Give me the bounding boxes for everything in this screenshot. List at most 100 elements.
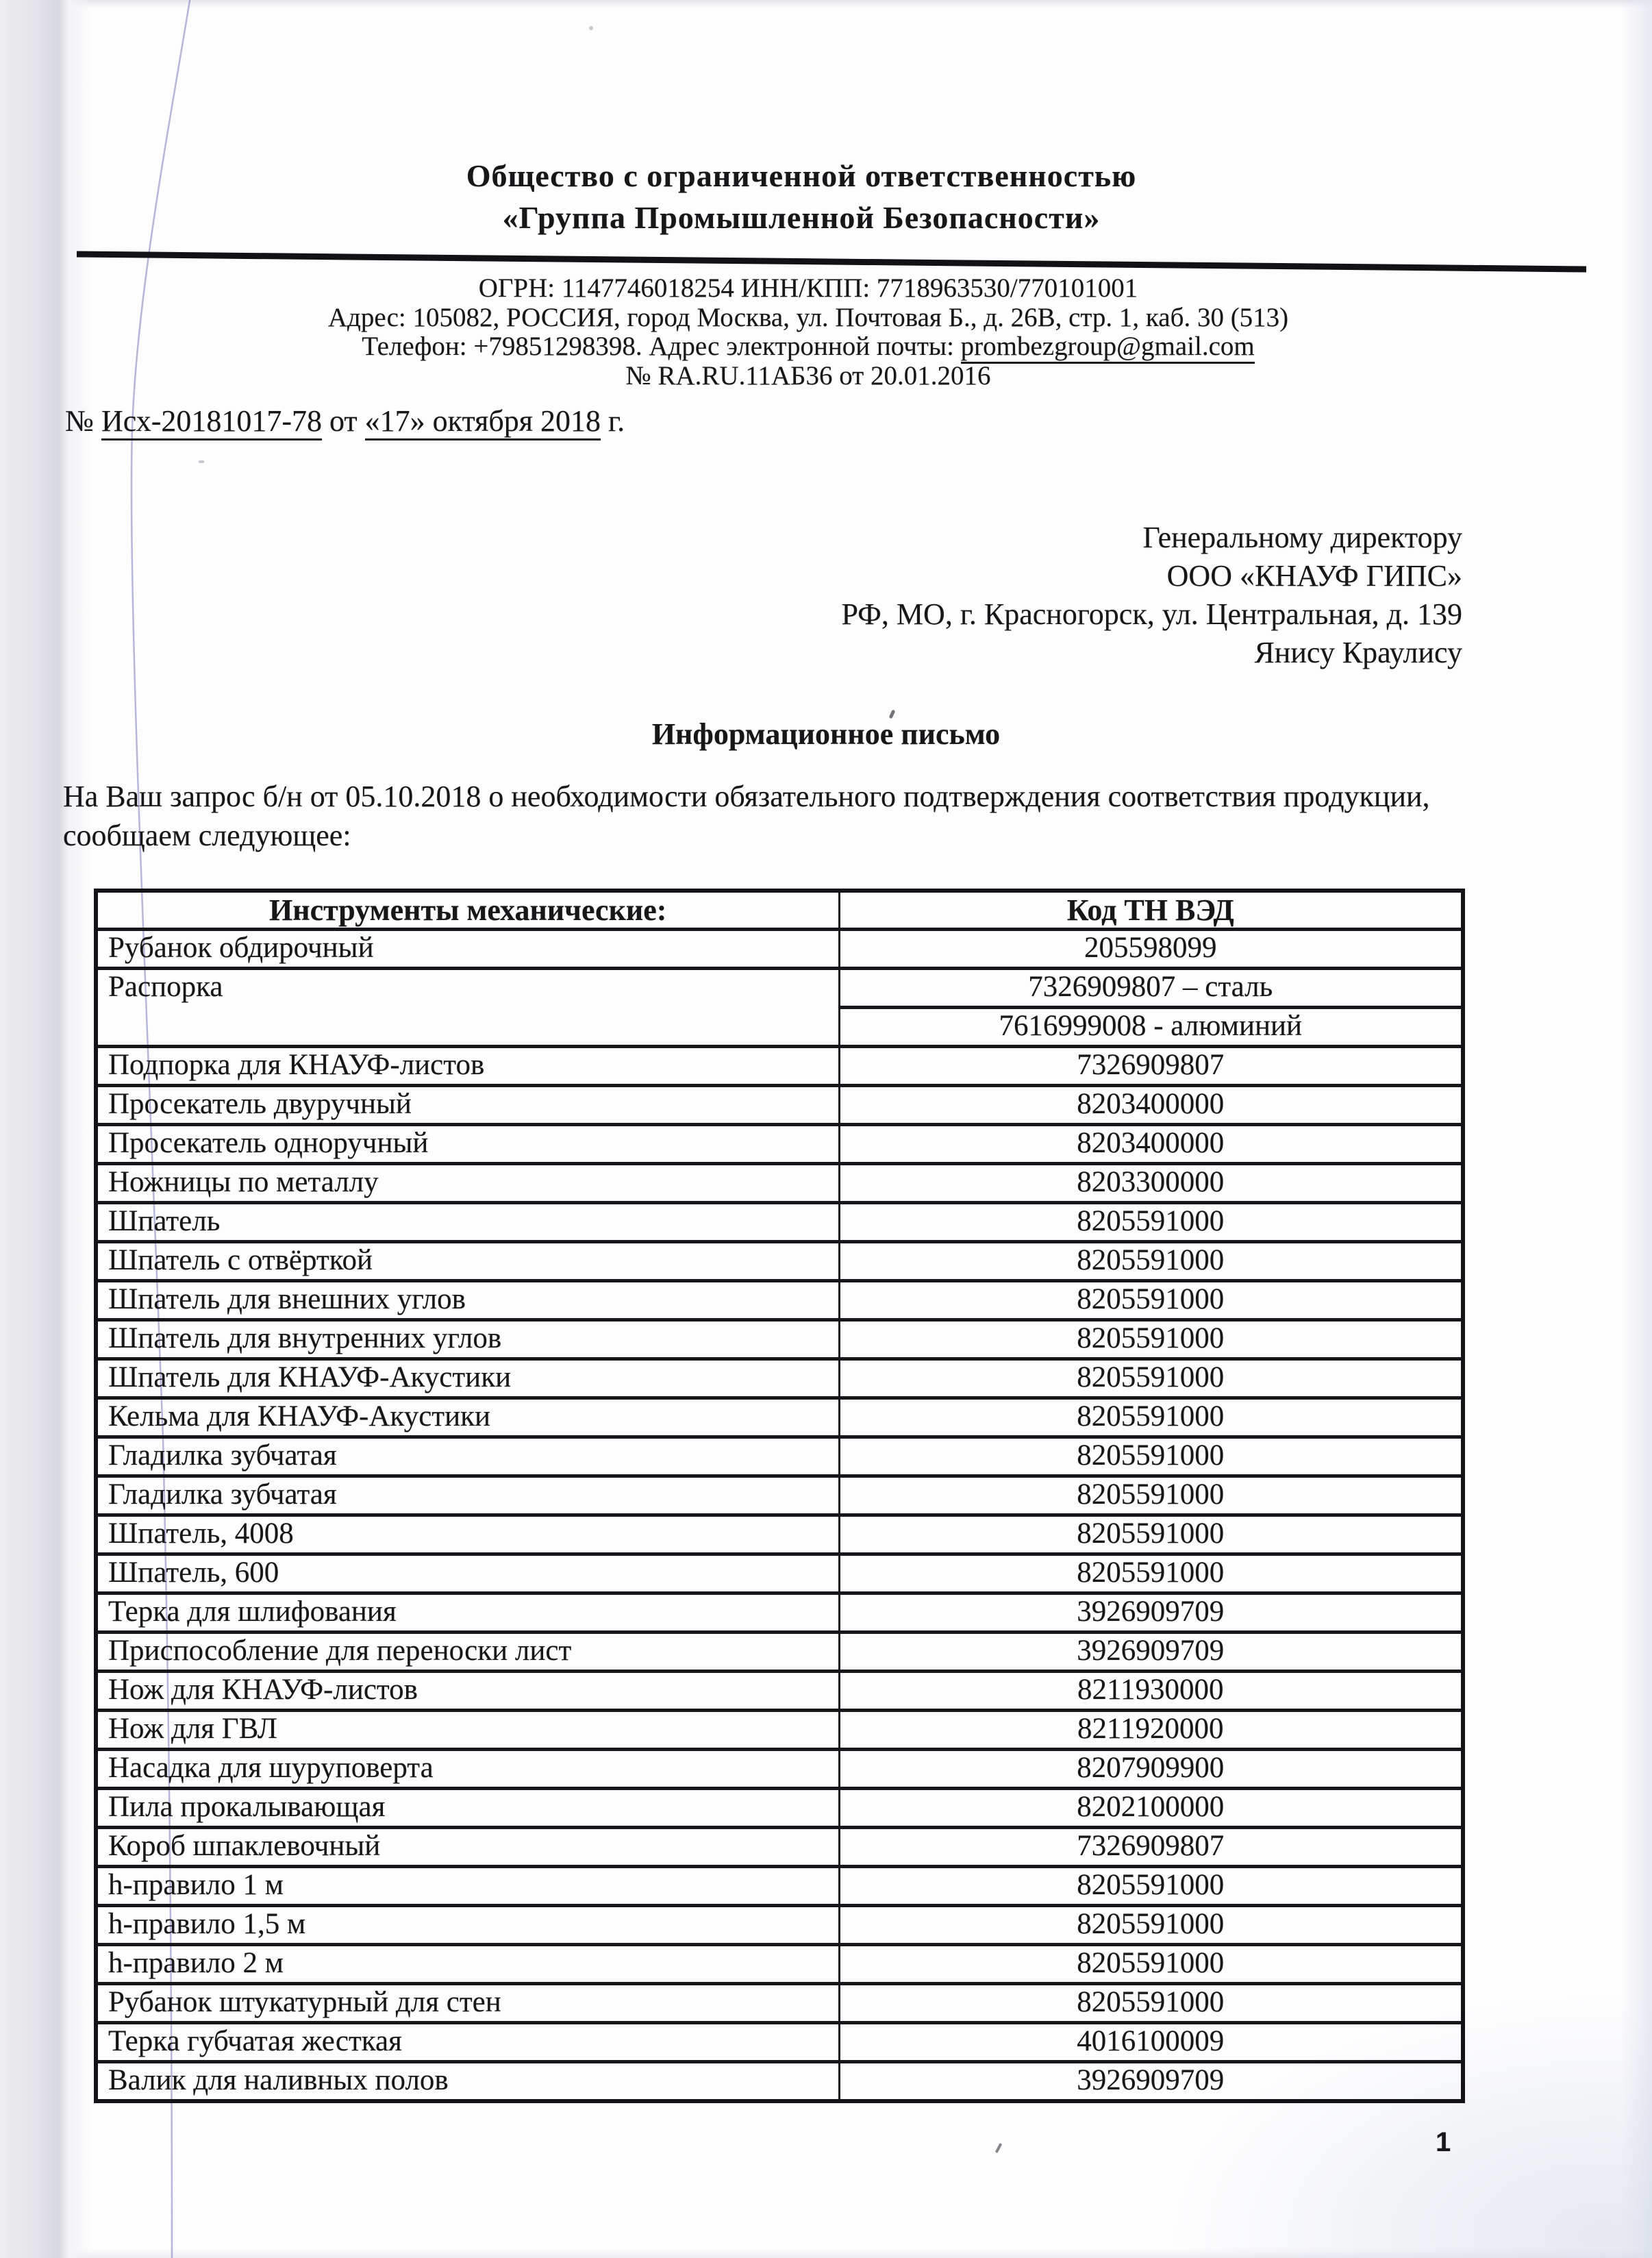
product-name-cell: Терка губчатая жесткая bbox=[95, 2021, 840, 2063]
product-code-cell: 8205591000 bbox=[838, 1552, 1464, 1595]
outgoing-number: Исх-20181017-78 bbox=[101, 404, 323, 441]
table-row: Гладилка зубчатая 8205591000 bbox=[95, 1474, 1464, 1517]
table-row: Распорка 7326909807 – сталь bbox=[95, 967, 1464, 1048]
table-row: Ножницы по металлу 8203300000 bbox=[95, 1162, 1464, 1204]
product-code-cell: 8205591000 bbox=[838, 1279, 1464, 1322]
table-row: 7616999008 - алюминий bbox=[96, 1006, 1464, 1048]
product-name-cell: Валик для наливных полов bbox=[95, 2060, 840, 2103]
table-row: Гладилка зубчатая 8205591000 bbox=[95, 1435, 1464, 1478]
table-row: Подпорка для КНАУФ-листов 7326909807 bbox=[95, 1045, 1464, 1087]
table-row: Пила прокалывающая 8202100000 bbox=[95, 1787, 1464, 1829]
product-table-body: Рубанок обдирочный 205598099 Распорка 73269… bbox=[95, 928, 1464, 2103]
product-name-cell: Приспособление для переноски лист bbox=[95, 1630, 840, 1673]
email-link[interactable]: prombezgroup@gmail.com bbox=[960, 332, 1255, 364]
product-code-cell: 8205591000 bbox=[838, 1240, 1464, 1282]
product-name-cell: Нож для ГВЛ bbox=[95, 1709, 840, 1751]
recipient-line: РФ, МО, г. Красногорск, ул. Центральная,… bbox=[841, 597, 1462, 631]
product-code-cell: 8205591000 bbox=[838, 1357, 1464, 1400]
product-name-cell: Шпатель, 600 bbox=[95, 1552, 840, 1595]
product-name-cell: Кельма для КНАУФ-Акустики bbox=[95, 1396, 840, 1439]
product-code-cell: 3926909709 bbox=[838, 1630, 1464, 1673]
page-number: 1 bbox=[1436, 2127, 1451, 2157]
product-code-cell: 8211920000 bbox=[838, 1709, 1464, 1751]
scan-speck bbox=[199, 460, 204, 463]
letter-date: «17» октября 2018 bbox=[364, 404, 601, 441]
recipient-line: Янису Краулису bbox=[1254, 636, 1462, 669]
phone-email-line: Телефон: +79851298398. Адрес электронной… bbox=[0, 331, 1616, 364]
product-code-cell: 205598099 bbox=[838, 928, 1464, 970]
product-code-cell: 7326909807 bbox=[838, 1826, 1464, 1868]
scan-speck bbox=[589, 26, 593, 30]
product-name-cell: h-правило 1 м bbox=[95, 1865, 840, 1907]
table-row: Терка для шлифования 3926909709 bbox=[95, 1591, 1464, 1634]
product-name-cell: Рубанок обдирочный bbox=[95, 928, 840, 970]
product-name-cell: Просекатель двуручный bbox=[95, 1084, 840, 1126]
product-code-cell: 8203300000 bbox=[838, 1162, 1464, 1204]
product-name-cell: Шпатель, 4008 bbox=[95, 1513, 840, 1556]
product-name-cell: Просекатель одноручный bbox=[95, 1123, 840, 1165]
product-code-cell: 7616999008 - алюминий bbox=[838, 1006, 1464, 1048]
table-row: Терка губчатая жесткая 4016100009 bbox=[95, 2021, 1464, 2063]
table-row: Нож для КНАУФ-листов 8211930000 bbox=[95, 1670, 1464, 1712]
product-name-cell: Ножницы по металлу bbox=[95, 1162, 840, 1204]
subject-line: Информационное письмо bbox=[651, 717, 1001, 751]
product-code-cell: 8205591000 bbox=[838, 1513, 1464, 1556]
certificate-line: № RA.RU.11АБ36 от 20.01.2016 bbox=[625, 361, 991, 390]
body-line-1: На Ваш запрос б/н от 05.10.2018 о необхо… bbox=[63, 780, 1430, 813]
column-header-code: Код ТН ВЭД bbox=[838, 889, 1464, 931]
product-code-cell: 8205591000 bbox=[838, 1982, 1464, 2024]
product-code-cell: 8202100000 bbox=[838, 1787, 1464, 1829]
scan-speck bbox=[994, 2142, 1003, 2154]
product-name-cell: Распорка bbox=[95, 967, 840, 1048]
product-code-cell: 7326909807 bbox=[838, 1045, 1464, 1087]
product-code-cell: 8205591000 bbox=[838, 1435, 1464, 1478]
product-code-cell: 8205591000 bbox=[838, 1943, 1464, 1985]
reference-prefix: № bbox=[65, 404, 101, 438]
product-name-cell: Гладилка зубчатая bbox=[95, 1474, 840, 1517]
table-row: Просекатель двуручный 8203400000 bbox=[95, 1084, 1464, 1126]
recipient-line: ООО «КНАУФ ГИПС» bbox=[1166, 559, 1462, 593]
product-code-cell: 3926909709 bbox=[838, 2060, 1464, 2103]
product-name-cell: Рубанок штукатурный для стен bbox=[95, 1982, 840, 2024]
product-code-cell: 8207909900 bbox=[838, 1748, 1464, 1790]
product-name-cell: Пила прокалывающая bbox=[95, 1787, 840, 1829]
table-row: Нож для ГВЛ 8211920000 bbox=[95, 1709, 1464, 1751]
table-row: Насадка для шуруповерта 8207909900 bbox=[95, 1748, 1464, 1790]
recipient-block: Генеральному директору ООО «КНАУФ ГИПС» РФ… bbox=[841, 519, 1462, 672]
table-row: Кельма для КНАУФ-Акустики 8205591000 bbox=[95, 1396, 1464, 1439]
table-row: Рубанок штукатурный для стен 8205591000 bbox=[95, 1982, 1464, 2024]
product-code-cell: 8203400000 bbox=[838, 1123, 1464, 1165]
product-code-cell: 3926909709 bbox=[838, 1591, 1464, 1634]
table-row: h-правило 1 м 8205591000 bbox=[95, 1865, 1464, 1907]
outgoing-reference-line: № Исх-20181017-78 от «17» октября 2018 г… bbox=[65, 404, 625, 441]
ogrn-inn-line: ОГРН: 1147746018254 ИНН/КПП: 7718963530/… bbox=[478, 273, 1138, 303]
product-name-cell: Шпатель для КНАУФ-Акустики bbox=[95, 1357, 840, 1400]
product-codes-table: Инструменты механические: Код ТН ВЭД Руб… bbox=[94, 889, 1465, 2103]
product-code-cell: 8205591000 bbox=[838, 1865, 1464, 1907]
table-row: Приспособление для переноски лист 3926909… bbox=[95, 1630, 1464, 1673]
table-row: h-правило 2 м 8205591000 bbox=[95, 1943, 1464, 1985]
product-code-cell: 4016100009 bbox=[838, 2021, 1464, 2063]
product-name-cell: h-правило 2 м bbox=[95, 1943, 840, 1985]
product-name-cell: Шпатель для внешних углов bbox=[95, 1279, 840, 1322]
body-line-2: сообщаем следующее: bbox=[63, 819, 351, 852]
table-row: Короб шпаклевочный 7326909807 bbox=[95, 1826, 1464, 1868]
product-code-cell: 8205591000 bbox=[838, 1904, 1464, 1946]
product-name-cell: Короб шпаклевочный bbox=[95, 1826, 840, 1868]
product-name-cell: h-правило 1,5 м bbox=[95, 1904, 840, 1946]
product-code-cell: 8205591000 bbox=[838, 1201, 1464, 1243]
product-name-cell: Шпатель bbox=[95, 1201, 840, 1243]
table-row: Шпатель 8205591000 bbox=[95, 1201, 1464, 1243]
table-row: Шпатель, 600 8205591000 bbox=[95, 1552, 1464, 1595]
phone-email-prefix: Телефон: +79851298398. Адрес электронной… bbox=[362, 332, 961, 361]
product-code-cell: 8205591000 bbox=[838, 1318, 1464, 1361]
address-line: Адрес: 105082, РОССИЯ, город Москва, ул.… bbox=[327, 303, 1289, 332]
product-code-cell: 8211930000 bbox=[838, 1670, 1464, 1712]
table-row: Шпатель для внутренних углов 8205591000 bbox=[95, 1318, 1464, 1361]
product-code-cell: 8205591000 bbox=[838, 1396, 1464, 1439]
reference-suffix: г. bbox=[600, 404, 625, 438]
product-name-cell: Шпатель для внутренних углов bbox=[95, 1318, 840, 1361]
product-name-cell: Подпорка для КНАУФ-листов bbox=[95, 1045, 840, 1087]
table-row: Шпатель, 4008 8205591000 bbox=[95, 1513, 1464, 1556]
